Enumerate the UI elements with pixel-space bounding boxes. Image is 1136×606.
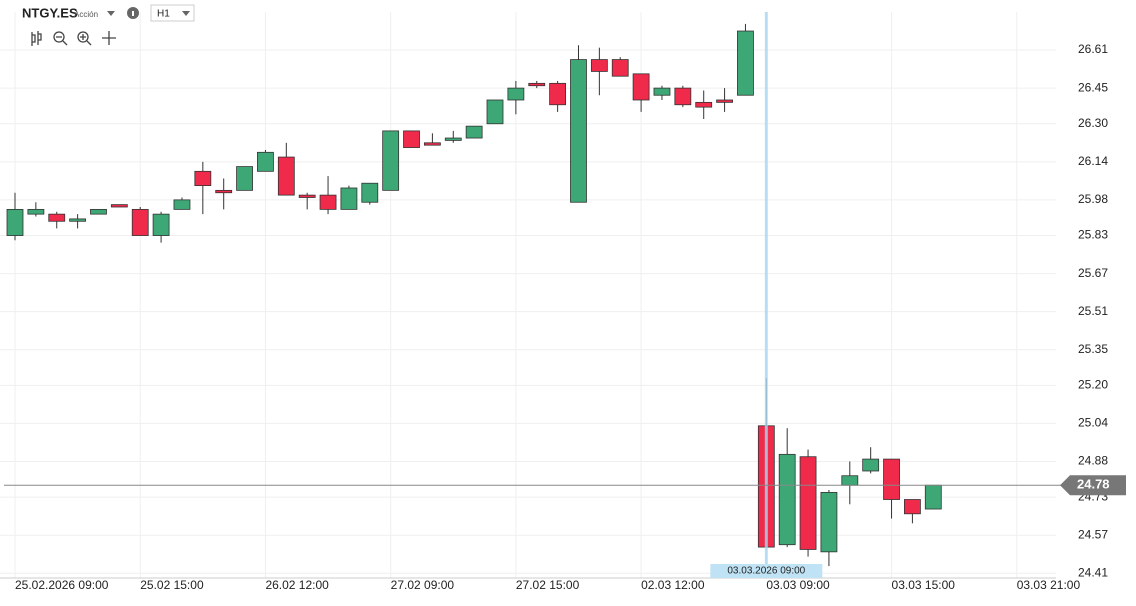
candle-body bbox=[423, 142, 441, 146]
candle-body bbox=[403, 130, 420, 148]
x-tick-label: 03.03 09:00 bbox=[766, 578, 830, 592]
candle-body bbox=[924, 484, 942, 510]
candle-tool[interactable] bbox=[31, 31, 42, 46]
instrument-kind: Acción bbox=[74, 10, 98, 19]
zoom-out[interactable] bbox=[53, 31, 65, 43]
candle-body bbox=[674, 87, 692, 106]
candle-body bbox=[778, 453, 796, 546]
y-tick-label: 25.04 bbox=[1078, 416, 1108, 430]
candle-body bbox=[319, 194, 337, 210]
y-tick-label: 25.83 bbox=[1078, 228, 1108, 242]
zoom-in[interactable] bbox=[77, 31, 89, 43]
timeframe: H1 bbox=[157, 9, 170, 20]
candle-body bbox=[110, 204, 128, 208]
candle-body bbox=[486, 99, 504, 125]
candle-body bbox=[904, 499, 921, 515]
y-tick-label: 24.41 bbox=[1078, 565, 1108, 579]
candle-body bbox=[883, 458, 900, 500]
candle-body bbox=[173, 199, 191, 210]
candle-body bbox=[257, 151, 274, 172]
y-tick-label: 24.57 bbox=[1078, 527, 1108, 541]
x-tick-label: 27.02 15:00 bbox=[516, 578, 580, 592]
timeframe-caret bbox=[182, 11, 190, 16]
y-tick-label: 24.88 bbox=[1078, 454, 1108, 468]
y-tick-label: 25.67 bbox=[1078, 266, 1108, 280]
candle-body bbox=[444, 137, 462, 141]
candle-body bbox=[152, 213, 170, 236]
candle-body bbox=[862, 458, 880, 472]
y-tick-label: 25.98 bbox=[1078, 192, 1108, 206]
candle-body bbox=[695, 101, 713, 108]
crosshair-label: 03.03.2026 09:00 bbox=[727, 566, 805, 577]
candle-body bbox=[236, 166, 253, 191]
candle-body bbox=[69, 218, 87, 222]
candle-body bbox=[611, 59, 629, 77]
candle-body bbox=[549, 82, 567, 106]
y-tick-label: 26.61 bbox=[1078, 42, 1108, 56]
x-tick-label: 25.02 15:00 bbox=[140, 578, 204, 592]
zoom-out-glyph bbox=[56, 36, 68, 46]
y-tick-label: 25.20 bbox=[1078, 378, 1108, 392]
x-tick-label: 02.03 12:00 bbox=[641, 578, 705, 592]
pan-tool[interactable] bbox=[102, 31, 116, 45]
timeframe-select[interactable] bbox=[150, 4, 195, 22]
candle-body bbox=[820, 491, 838, 553]
candle-body bbox=[215, 189, 233, 194]
crosshair-label-bg bbox=[710, 564, 823, 578]
candle-body bbox=[528, 82, 546, 87]
candle-body bbox=[799, 456, 817, 550]
candle-body bbox=[194, 170, 212, 187]
candle-body bbox=[131, 208, 149, 236]
candle-body bbox=[48, 213, 66, 222]
candle-body bbox=[90, 208, 107, 215]
toolbar bbox=[31, 31, 116, 46]
candle-body bbox=[841, 475, 859, 486]
y-tick-label: 25.51 bbox=[1078, 304, 1108, 318]
x-tick-label: 03.03 15:00 bbox=[892, 578, 956, 592]
symbol-dropdown[interactable] bbox=[107, 11, 115, 16]
candle-body bbox=[737, 30, 754, 96]
candle-body bbox=[382, 130, 400, 191]
candle-body bbox=[27, 208, 45, 215]
candle-body bbox=[590, 59, 608, 72]
zoom-in-glyph bbox=[80, 34, 92, 46]
x-tick-label: 03.03 21:00 bbox=[1017, 578, 1081, 592]
y-tick-label: 26.14 bbox=[1078, 154, 1108, 168]
candle-body bbox=[653, 87, 671, 96]
x-tick-label: 27.02 09:00 bbox=[391, 578, 455, 592]
candle-body bbox=[277, 156, 295, 196]
x-tick-label: 25.02.2026 09:00 bbox=[15, 578, 109, 592]
y-tick-label: 26.45 bbox=[1078, 80, 1108, 94]
y-tick-label: 25.35 bbox=[1078, 342, 1108, 356]
last-price-label: 24.78 bbox=[1077, 477, 1110, 492]
candle-body bbox=[465, 125, 483, 139]
candle-body bbox=[570, 59, 587, 203]
symbol[interactable]: NTGY.ES bbox=[22, 5, 78, 20]
candle-body bbox=[340, 187, 358, 210]
info-glyph bbox=[132, 11, 134, 16]
candle-body bbox=[632, 73, 650, 101]
candle-body bbox=[716, 99, 733, 103]
x-tick-label: 26.02 12:00 bbox=[265, 578, 329, 592]
candle-body bbox=[361, 182, 379, 203]
y-tick-label: 26.30 bbox=[1078, 116, 1108, 130]
last-price-tag bbox=[1060, 475, 1126, 496]
candle-body bbox=[6, 208, 24, 236]
candle-body bbox=[507, 87, 525, 101]
candle-body bbox=[298, 194, 316, 198]
